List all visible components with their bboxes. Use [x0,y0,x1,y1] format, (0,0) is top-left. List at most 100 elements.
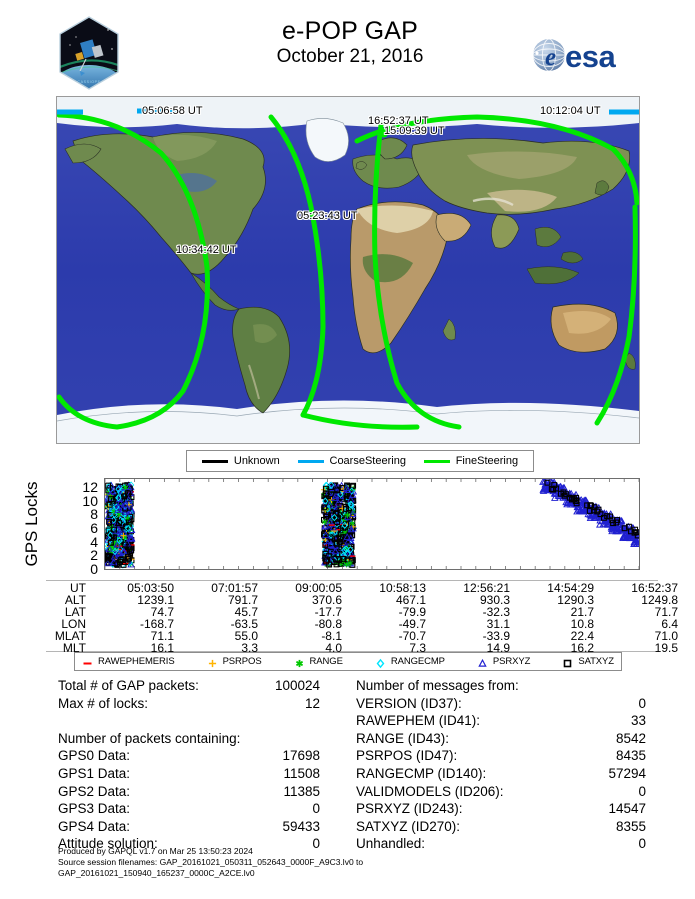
y-tick-label: 8 [90,506,98,523]
table-cell: 71.0 [654,629,678,643]
stat-value: 0 [638,783,646,799]
table-cell: 1249.8 [641,593,678,607]
series-legend-label: RANGE [309,656,343,667]
table-cell: 467.1 [395,593,426,607]
table-cell: 21.7 [570,605,594,619]
table-row: UT 05:03:50 07:01:57 09:00:05 10:58:13 12:56:… [46,581,678,595]
svg-text:esa: esa [565,39,616,74]
table-cell: 14:54:29 [547,581,594,595]
table-row: LAT 74.7 45.7 -17.7 -79.9 -32.3 21.7 71.7 [46,605,678,619]
map-canvas [57,97,639,443]
stat-row: VALIDMODELS (ID206): 0 [356,784,646,802]
stat-row: RAWEPHEM (ID41): 33 [356,713,646,731]
world-map-ground-track: 05:06:58 UT 16:52:37 UT 15:09:39 UT 10:1… [56,96,640,444]
table-cell: 22.4 [570,629,594,643]
series-legend-item: RANGECMP [375,656,445,669]
stat-row: RANGE (ID43): 8542 [356,731,646,749]
svg-text:CASSIOPE: CASSIOPE [77,80,100,84]
table-cell: -168.7 [139,617,174,631]
map-ut-label: 10:34:42 UT [176,244,237,256]
stat-row: Max # of locks: 12 [58,696,320,714]
stat-key: RANGECMP (ID140): [356,765,487,781]
scatter-marks [105,479,639,569]
table-cell: -80.8 [314,617,342,631]
table-cell: 4.0 [325,641,342,655]
stat-value: 14547 [608,801,646,817]
series-marker-icon [207,656,218,668]
stat-row: VERSION (ID37): 0 [356,696,646,714]
table-cell: 3.3 [241,641,258,655]
table-cell: 1239.1 [137,593,174,607]
table-cell: 1290.3 [557,593,594,607]
stat-row: PSRXYZ (ID243): 14547 [356,801,646,819]
steering-legend-label: Unknown [233,455,280,467]
stat-value: 57294 [608,765,646,781]
stat-spacer [58,713,320,731]
series-legend-item: RANGE [294,656,343,668]
stat-value: 0 [638,836,646,852]
series-legend-label: PSRPOS [222,656,262,667]
table-cell: 31.1 [486,617,510,631]
footer-source-line-1: Source session filenames: GAP_20161021_0… [58,856,364,867]
series-marker-icon [294,656,305,668]
stat-key: RAWEPHEM (ID41): [356,713,481,729]
map-ut-label: 16:52:37 UT [368,115,429,127]
stat-key: GPS0 Data: [58,748,131,764]
stat-value: 0 [312,836,320,852]
table-cell: 14.9 [486,641,510,655]
table-cell: 370.6 [311,593,342,607]
stat-row: GPS0 Data: 17698 [58,748,320,766]
table-row-label: LAT [64,605,86,619]
stat-key: PSRXYZ (ID243): [356,801,463,817]
statistics-left-column: Total # of GAP packets: 100024 Max # of lo… [58,678,320,854]
footer-produced-by: Produced by GAPQL v1.7 on Mar 25 13:50:2… [58,846,253,856]
series-legend-label: SATXYZ [578,656,614,667]
stat-value: 33 [630,713,646,729]
stat-row: GPS3 Data: 0 [58,801,320,819]
stat-key: VALIDMODELS (ID206): [356,783,504,799]
stat-key: Max # of locks: [58,695,149,711]
cassiope-mission-patch-icon: CASSIOPE [56,15,122,91]
y-axis-title: GPS Locks [22,481,41,567]
stat-key: GPS1 Data: [58,765,131,781]
y-tick-label: 0 [90,561,98,577]
table-cell: -63.5 [230,617,258,631]
series-marker-icon [477,656,488,667]
table-cell: 6.4 [661,617,678,631]
table-cell: -33.9 [482,629,510,643]
table-row: ALT 1239.1 791.7 370.6 467.1 930.3 1290.3 1249.… [46,593,678,607]
steering-legend-swatch-icon [201,459,228,463]
table-row-label: LON [61,617,86,631]
steering-legend-item: FineSteering [423,455,518,467]
series-legend-item: PSRPOS [207,656,262,668]
series-legend-item: PSRXYZ [477,656,530,667]
series-legend-item: SATXYZ [562,656,614,668]
stat-row: SATXYZ (ID270): 8355 [356,819,646,837]
stat-heading: Number of packets containing: [58,730,241,746]
y-tick-label: 4 [90,533,98,550]
map-ut-label: 05:23:43 UT [297,210,358,222]
series-marker-icon [82,656,93,667]
steering-legend-swatch-icon [297,459,324,463]
table-cell: 10.8 [570,617,594,631]
steering-legend-item: Unknown [201,455,280,467]
series-legend-label: RANGECMP [390,656,445,667]
plot-plotting-area [104,478,640,570]
report-footer: Produced by GAPQL v1.7 on Mar 25 13:50:2… [58,846,658,879]
y-tick-label: 12 [82,479,98,495]
steering-legend-label: CoarseSteering [329,455,406,467]
stat-value: 59433 [282,818,320,834]
stat-row: Unhandled: 0 [356,836,646,854]
table-cell: -17.7 [314,605,342,619]
stat-value: 100024 [274,678,320,693]
esa-logo-icon: e esa [525,32,637,78]
table-cell: 7.3 [409,641,426,655]
orbit-parameter-table: UT 05:03:50 07:01:57 09:00:05 10:58:13 12:56:… [46,580,678,655]
stat-value: 11385 [283,783,320,799]
y-tick-label: 2 [90,547,98,564]
stat-value: 11508 [283,765,320,781]
table-cell: 10:58:13 [379,581,426,595]
stat-key: SATXYZ (ID270): [356,818,461,834]
table-cell: -70.7 [398,629,426,643]
